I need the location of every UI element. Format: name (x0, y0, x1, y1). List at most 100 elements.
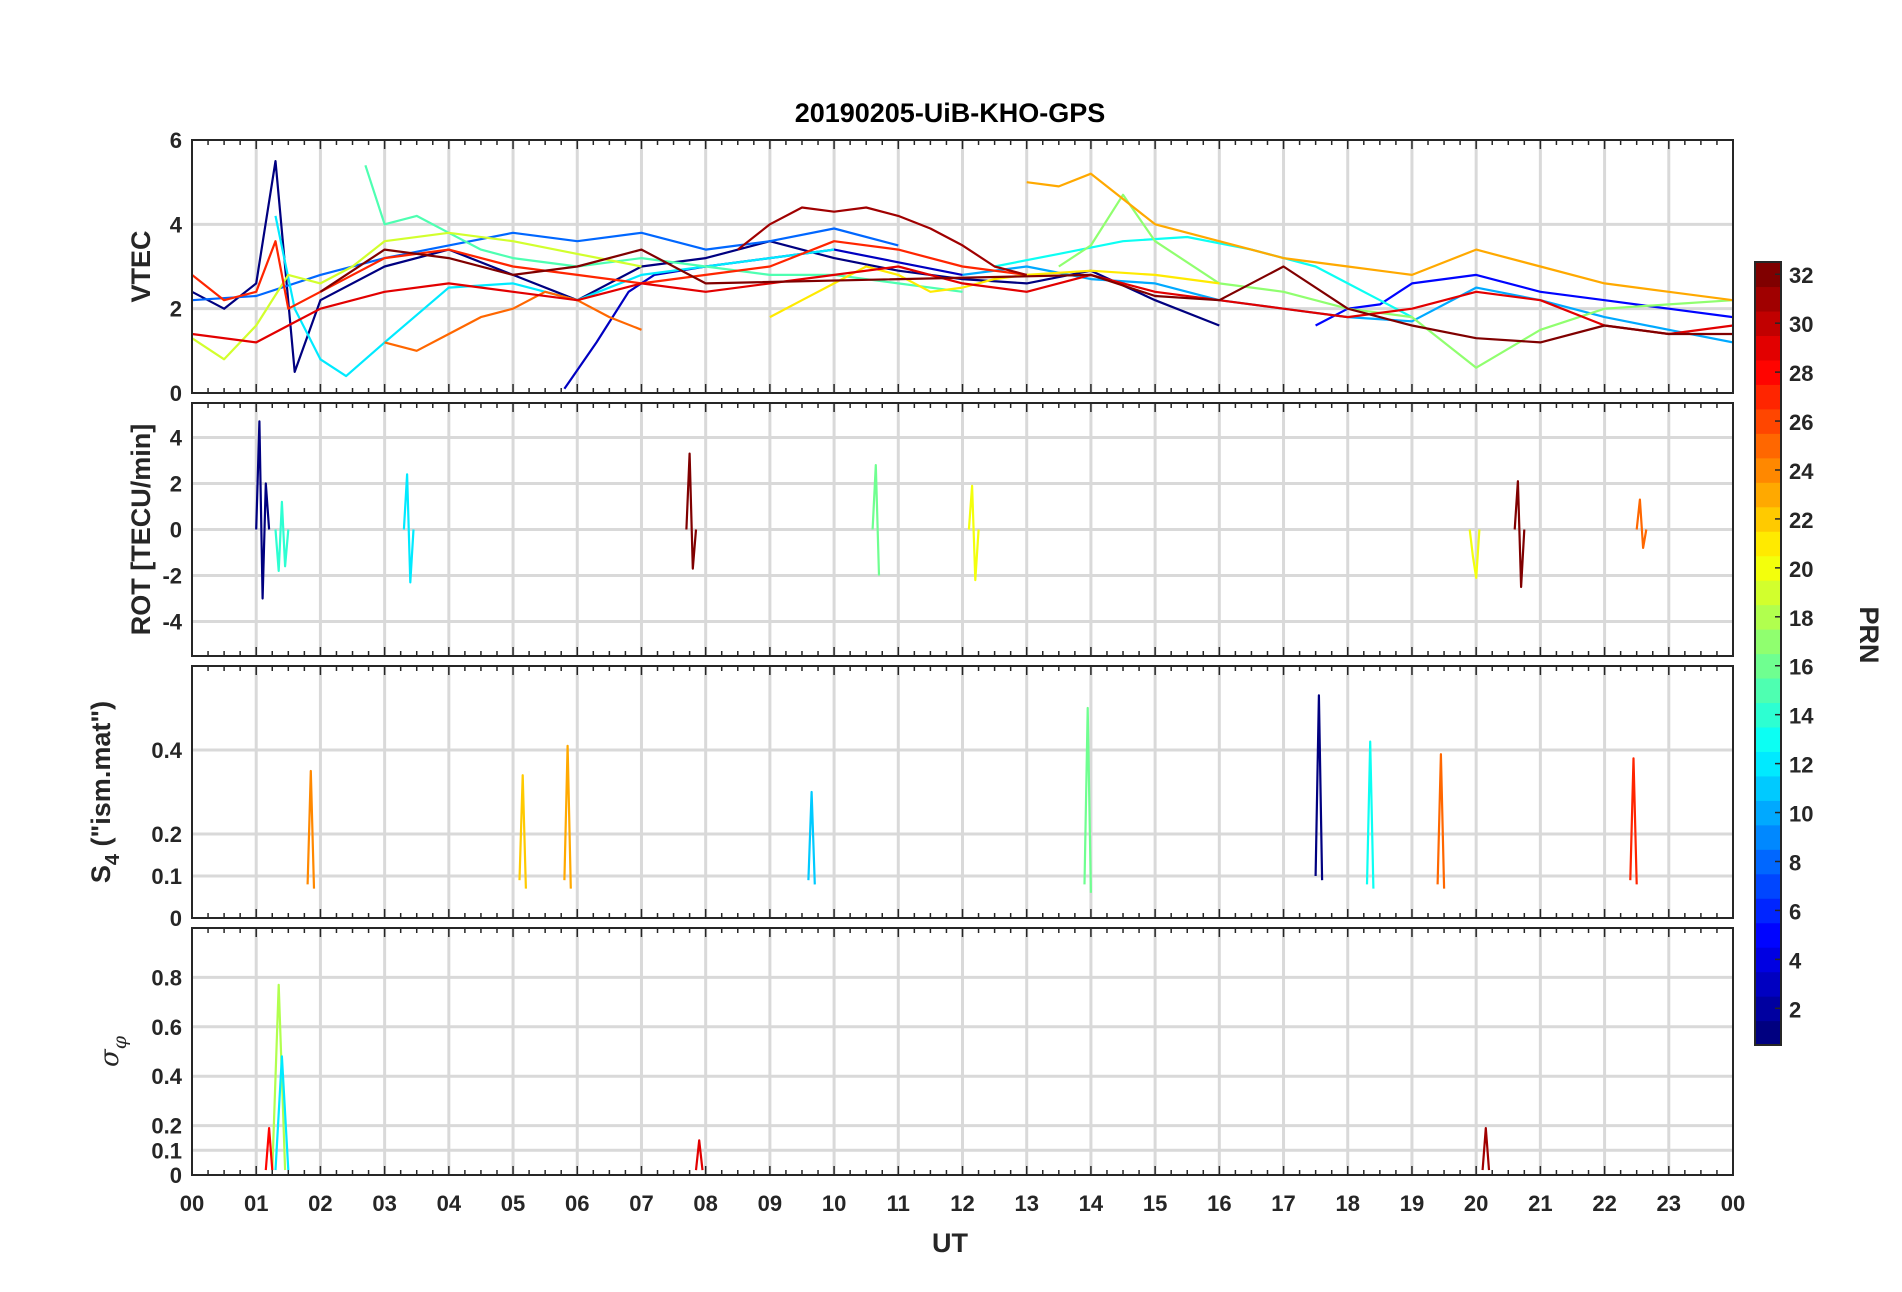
colorbar-segment (1755, 922, 1781, 948)
y-tick-label: 0.4 (151, 1064, 182, 1089)
colorbar-tick-label: 26 (1789, 410, 1813, 435)
series-group (192, 160, 1733, 390)
colorbar-segment (1755, 677, 1781, 704)
series-line-prn-25 (1436, 753, 1446, 889)
x-tick-label: 03 (372, 1191, 396, 1216)
series-line-prn-1 (255, 420, 271, 600)
x-tick-label: 10 (822, 1191, 846, 1216)
series-line-prn-31 (737, 206, 1027, 276)
x-tick-label: 06 (565, 1191, 589, 1216)
y-tick-label: 4 (170, 426, 183, 451)
colorbar-segment (1755, 531, 1781, 557)
x-tick-label: 18 (1336, 1191, 1360, 1216)
series-line-prn-32 (1513, 480, 1526, 589)
colorbar-tick-label: 18 (1789, 606, 1813, 631)
colorbar-tick-label: 30 (1789, 312, 1813, 337)
colorbar-frame (1754, 261, 1782, 1046)
colorbar-label: PRN (1854, 606, 1884, 663)
series-line-prn-12 (274, 1055, 290, 1171)
series-line-prn-11 (807, 790, 816, 885)
colorbar-segment (1755, 433, 1781, 459)
x-tick-label: 22 (1592, 1191, 1616, 1216)
colorbar-segment (1755, 580, 1781, 606)
x-tick-label: 19 (1400, 1191, 1424, 1216)
series-line-prn-27 (1629, 757, 1638, 885)
y-tick-label: 0 (170, 381, 182, 406)
x-tick-label: 17 (1271, 1191, 1295, 1216)
x-tick-label: 11 (887, 1191, 910, 1216)
series-line-prn-12 (402, 473, 415, 584)
series-group (264, 983, 1491, 1171)
x-tick-label: 05 (501, 1191, 525, 1216)
colorbar-segment (1755, 286, 1781, 312)
x-tick-label: 00 (180, 1191, 204, 1216)
series-line-prn-32 (319, 248, 1733, 344)
series-line-prn-29 (192, 265, 1733, 344)
colorbar-tick-label: 32 (1789, 263, 1813, 288)
x-tick-label: 14 (1079, 1191, 1104, 1216)
x-tick-label: 15 (1143, 1191, 1167, 1216)
x-tick-label: 13 (1014, 1191, 1038, 1216)
series-line-prn-22 (518, 774, 527, 889)
rot-panel: -4 -2 0 2 4 ROT [TECU/min] (126, 402, 1734, 657)
colorbar-tick-label: 22 (1789, 508, 1813, 533)
y-tick-label: 6 (170, 128, 182, 153)
y-tick-label: 0.1 (151, 1138, 182, 1163)
y-tick-label: 0.2 (151, 822, 182, 847)
y-tick-label: 0 (170, 1163, 182, 1188)
series-line-prn-31 (1481, 1126, 1491, 1171)
series-line-prn-29 (694, 1139, 704, 1171)
colorbar-segment (1755, 629, 1781, 655)
y-tick-label: 0.4 (151, 738, 182, 763)
y-axis-label: σφ (95, 1035, 131, 1067)
series-line-prn-18 (271, 983, 287, 1171)
colorbar-segment (1755, 482, 1781, 508)
colorbar-segment (1755, 775, 1781, 801)
series-line-prn-8 (192, 227, 899, 302)
series-line-prn-1 (192, 160, 1220, 373)
colorbar-tick-label: 24 (1789, 459, 1814, 484)
x-tick-label: 09 (758, 1191, 782, 1216)
x-tick-label: 02 (308, 1191, 332, 1216)
series-line-prn-25 (1635, 498, 1648, 550)
colorbar-tick-label: 12 (1789, 753, 1813, 778)
y-axis-label: S4 ("ism.mat") (86, 701, 124, 883)
y-axis-label: ROT [TECU/min] (126, 424, 156, 635)
series-line-prn-27 (192, 240, 1027, 310)
colorbar-tick-label: 20 (1789, 557, 1813, 582)
series-line-prn-14 (274, 500, 290, 573)
colorbar-segment (1755, 971, 1781, 997)
x-tick-label: 21 (1528, 1191, 1552, 1216)
series-line-prn-32 (685, 452, 698, 570)
x-tick-label: 23 (1657, 1191, 1681, 1216)
x-axis-label: UT (932, 1228, 968, 1258)
y-tick-label: -4 (162, 610, 182, 635)
x-tick-label: 08 (693, 1191, 717, 1216)
y-tick-label: -2 (162, 564, 182, 589)
colorbar-segment (1755, 824, 1781, 850)
s4-panel: 0 0.1 0.2 0.4 S4 ("ism.mat") (86, 665, 1734, 931)
colorbar-segment (1755, 873, 1781, 899)
y-tick-label: 0.1 (151, 864, 182, 889)
y-tick-label: 0.2 (151, 1114, 182, 1139)
y-tick-label: 2 (170, 472, 182, 497)
series-line-prn-12 (274, 215, 835, 378)
colorbar-tick-label: 16 (1789, 655, 1813, 680)
series-line-prn-28 (264, 1126, 274, 1171)
series-line-prn-16 (1083, 706, 1092, 893)
colorbar-tick-label: 2 (1789, 997, 1801, 1022)
x-tick-label: 12 (950, 1191, 974, 1216)
y-tick-label: 0.6 (151, 1015, 182, 1040)
series-line-prn-20 (1468, 529, 1481, 579)
series-line-prn-20 (967, 484, 980, 582)
chart-title: 20190205-UiB-KHO-GPS (795, 98, 1106, 128)
series-line-prn-24 (306, 769, 316, 889)
colorbar-segment (1755, 384, 1781, 410)
series-line-prn-1 (1314, 694, 1324, 881)
colorbar-segment (1755, 1020, 1781, 1046)
colorbar-tick-label: 8 (1789, 850, 1801, 875)
y-tick-label: 2 (170, 297, 182, 322)
x-tick-label: 07 (629, 1191, 653, 1216)
colorbar-segment (1755, 335, 1781, 361)
